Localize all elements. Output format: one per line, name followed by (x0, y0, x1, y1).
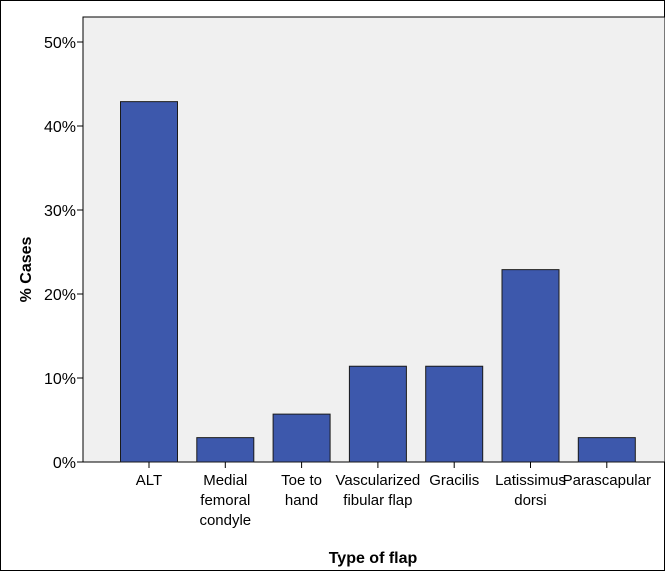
bar (272, 413, 331, 463)
x-tick-label: Medial (203, 472, 247, 489)
x-tick-label: dorsi (514, 492, 547, 509)
x-tick-label: fibular flap (343, 492, 412, 509)
bar (425, 365, 484, 463)
x-tick-label: Latissimus (495, 472, 566, 489)
x-tick-label: Parascapular (563, 472, 651, 489)
x-tick-label: Gracilis (429, 472, 479, 489)
x-tick-label: condyle (199, 512, 251, 529)
x-axis: ALT Medial femoral condyle Toe to hand Vascula… (136, 462, 651, 529)
y-tick-label: 0% (53, 455, 76, 472)
y-tick-label: 20% (44, 287, 76, 304)
bar (196, 437, 255, 463)
bar (348, 365, 407, 463)
bar (577, 437, 636, 463)
x-tick-label: ALT (136, 472, 162, 489)
x-tick-label: Vascularized (336, 472, 421, 489)
x-tick-label: femoral (200, 492, 250, 509)
y-tick-label: 50% (44, 35, 76, 52)
bar (120, 101, 178, 463)
y-axis-title: % Cases (18, 236, 35, 302)
y-axis: 0% 10% 20% 30% 40% 50% (44, 35, 83, 472)
x-tick-label: Toe to (281, 472, 322, 489)
bar (501, 269, 560, 463)
x-tick-label: hand (285, 492, 318, 509)
x-axis-title: Type of flap (329, 550, 418, 567)
y-tick-label: 40% (44, 119, 76, 136)
y-tick-label: 10% (44, 371, 76, 388)
y-tick-label: 30% (44, 203, 76, 220)
